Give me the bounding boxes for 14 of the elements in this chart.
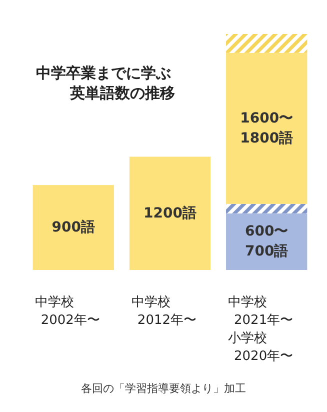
bar [129,156,211,270]
text: 中学卒業までに学ぶ英単語数の推移 [36,64,175,102]
bar [226,34,308,53]
x-tick-label: 中学校2021年〜小学校2020年〜 [228,295,294,364]
data-label: 600〜700語 [244,224,288,260]
bar [226,52,308,204]
x-tick-label: 中学校2002年〜 [34,295,100,328]
x-tick-label: 中学校2012年〜 [131,295,197,328]
data-label: 900語 [52,218,96,236]
data-label: 1200語 [144,204,196,222]
data-label: 1600〜1800語 [240,110,294,146]
bar [32,185,114,270]
bar [226,204,308,214]
text: 各回の「学習指導要領より」加工 [81,382,246,395]
